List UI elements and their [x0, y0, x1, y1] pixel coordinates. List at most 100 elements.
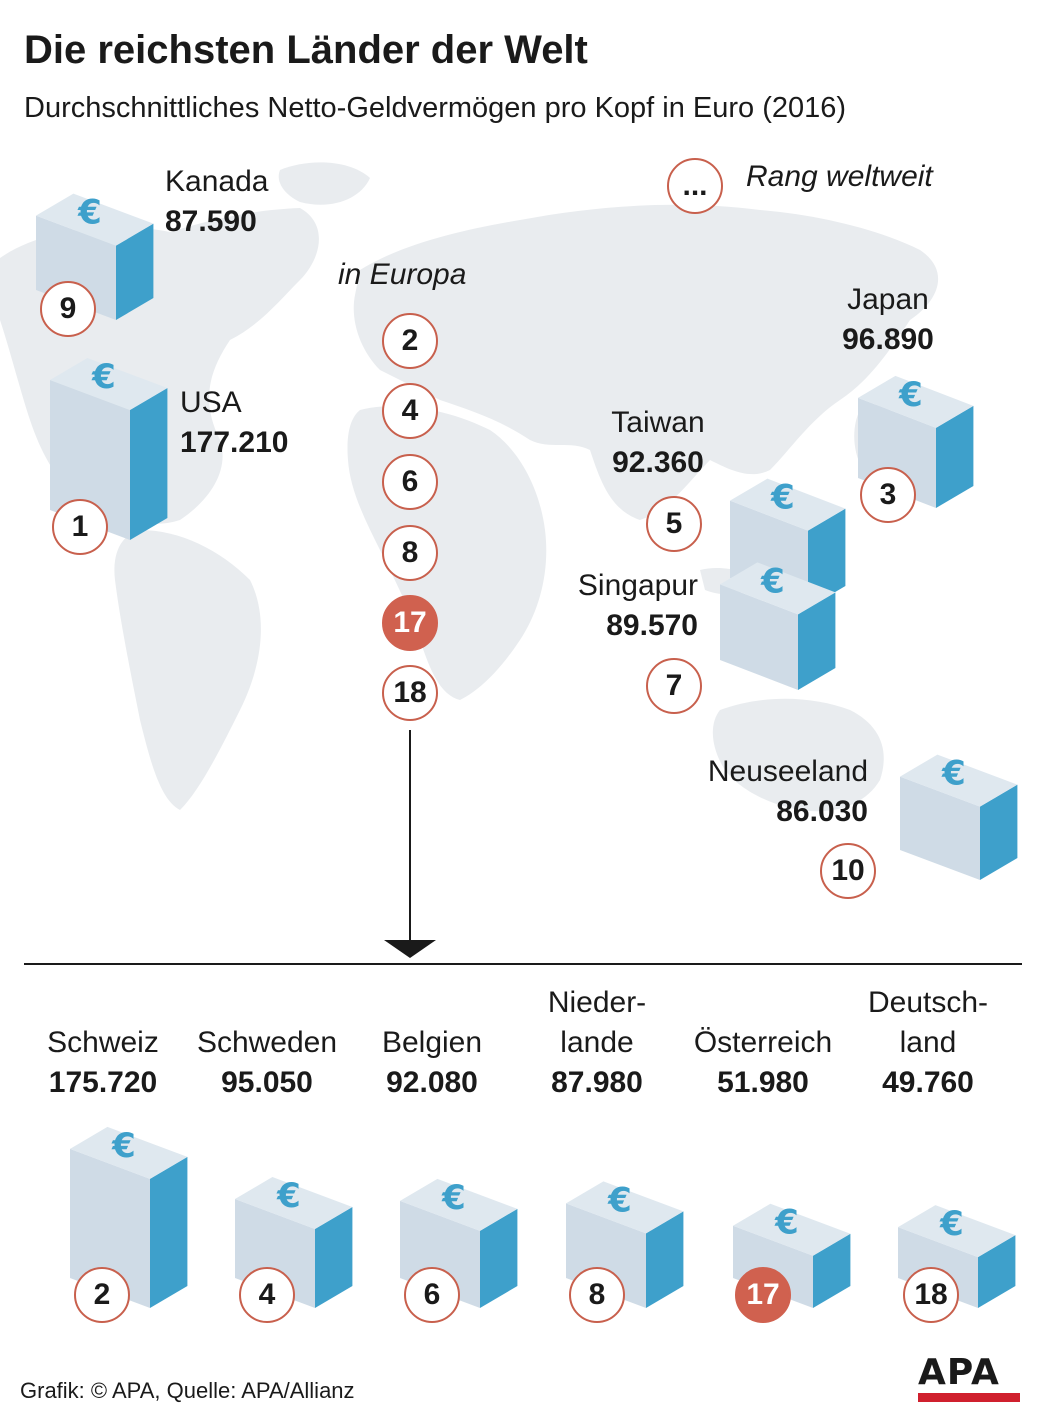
label-taiwan: Taiwan 92.360 [578, 403, 738, 483]
country-name: Japan [847, 283, 929, 316]
box-side [480, 1208, 518, 1308]
box-side [130, 388, 168, 540]
country-value: 86.030 [776, 795, 868, 828]
box-front [900, 776, 980, 880]
box-top [70, 1126, 188, 1179]
europe-rank-badge: 8 [382, 525, 438, 581]
euro-icon: € [111, 1126, 136, 1166]
box-top [50, 358, 168, 410]
euro-icon: € [77, 193, 102, 233]
rank-badge-japan: 3 [860, 467, 916, 523]
euro-icon: € [939, 1204, 964, 1244]
legend-label: Rang weltweit [746, 160, 933, 193]
eu-country: Nieder- lande [547, 986, 647, 1059]
box-side [808, 508, 846, 608]
label-japan: Japan 96.890 [808, 280, 968, 360]
country-name: Kanada [165, 165, 269, 198]
apa-logo-text: APA [918, 1352, 1000, 1393]
box-side [798, 592, 836, 690]
euro-icon: € [770, 478, 795, 518]
box-neuseeland: € [900, 754, 1018, 880]
rank-number: 8 [588, 1278, 606, 1311]
rank-number: 6 [401, 465, 419, 498]
rank-number: 4 [258, 1278, 276, 1311]
box-side [813, 1233, 851, 1308]
euro-icon: € [276, 1176, 301, 1216]
eu-label-schweden: Schweden 95.050 [172, 1023, 362, 1103]
box-front [70, 1148, 150, 1308]
section-divider [24, 963, 1022, 965]
box-layer-top: € € € € € € [36, 193, 1018, 958]
eu-rank-badge: 4 [239, 1267, 295, 1323]
eu-country: Schweden [196, 1026, 338, 1059]
eu-box: € [70, 1126, 188, 1308]
rank-number: 9 [59, 292, 77, 325]
box-top [900, 754, 1018, 807]
eu-rank-badge-highlight: 17 [735, 1267, 791, 1323]
country-name: USA [180, 386, 242, 419]
box-side [936, 405, 974, 508]
box-side [646, 1211, 684, 1308]
euro-icon: € [91, 357, 116, 397]
box-top [566, 1181, 684, 1234]
rank-badge-singapur: 7 [646, 658, 702, 714]
box-side [116, 223, 154, 320]
rank-badge-neuseeland: 10 [820, 843, 876, 899]
eu-country: Österreich [693, 1026, 833, 1059]
eu-country: Belgien [381, 1026, 483, 1059]
page-title: Die reichsten Länder der Welt [24, 28, 588, 72]
rank-number: 3 [879, 478, 897, 511]
eu-value: 175.720 [48, 1066, 158, 1099]
rank-number: 8 [401, 536, 419, 569]
box-top [858, 375, 974, 428]
eu-rank-badge: 18 [903, 1267, 959, 1323]
box-top [720, 562, 836, 615]
eu-label-schweiz: Schweiz 175.720 [8, 1023, 198, 1103]
country-name: Singapur [577, 569, 698, 602]
country-value: 87.590 [165, 205, 257, 238]
country-value: 177.210 [180, 426, 289, 459]
euro-icon: € [760, 561, 785, 601]
box-top [733, 1203, 851, 1256]
box-top [730, 478, 846, 531]
eu-value: 51.980 [717, 1066, 809, 1099]
eu-box: € [733, 1203, 851, 1308]
europe-arrow-head [384, 940, 436, 958]
rank-number: 1 [71, 510, 89, 543]
box-singapur: € [720, 561, 836, 690]
eu-country: Deutsch- land [867, 986, 989, 1059]
country-name: Taiwan [611, 406, 705, 439]
label-neuseeland: Neuseeland 86.030 [660, 752, 868, 832]
euro-icon: € [441, 1178, 466, 1218]
rank-number: 17 [393, 606, 427, 639]
europe-rank-badge: 2 [382, 313, 438, 369]
eu-value: 92.080 [386, 1066, 478, 1099]
eu-label-belgien: Belgien 92.080 [337, 1023, 527, 1103]
box-top [36, 193, 154, 246]
apa-logo-bar [918, 1393, 1020, 1402]
label-kanada: Kanada 87.590 [165, 162, 268, 242]
source-credit: Grafik: © APA, Quelle: APA/Allianz [20, 1378, 355, 1403]
rank-number: 5 [665, 507, 683, 540]
rank-number: 17 [746, 1278, 780, 1311]
legend-symbol: ... [682, 169, 708, 202]
apa-logo: APA [918, 1355, 1020, 1402]
eu-rank-badge: 2 [74, 1267, 130, 1323]
box-front [720, 584, 798, 690]
rank-badge-taiwan: 5 [646, 496, 702, 552]
rank-badge-usa: 1 [52, 499, 108, 555]
eu-label-deutschland: Deutsch- land 49.760 [833, 983, 1023, 1103]
label-singapur: Singapur 89.570 [520, 566, 698, 646]
euro-icon: € [774, 1203, 799, 1243]
rank-number: 18 [393, 676, 427, 709]
box-front [733, 1225, 813, 1308]
eu-label-niederlande: Nieder- lande 87.980 [502, 983, 692, 1103]
eu-rank-badge: 6 [404, 1267, 460, 1323]
rank-badge-kanada: 9 [40, 281, 96, 337]
europe-rank-badge-highlight: 17 [382, 595, 438, 651]
eu-country: Schweiz [47, 1026, 159, 1059]
eu-label-oesterreich: Österreich 51.980 [668, 1023, 858, 1103]
country-value: 92.360 [612, 446, 704, 479]
box-layer-europe: € € € € € € [70, 1126, 1016, 1308]
europe-label: in Europa [338, 258, 467, 291]
